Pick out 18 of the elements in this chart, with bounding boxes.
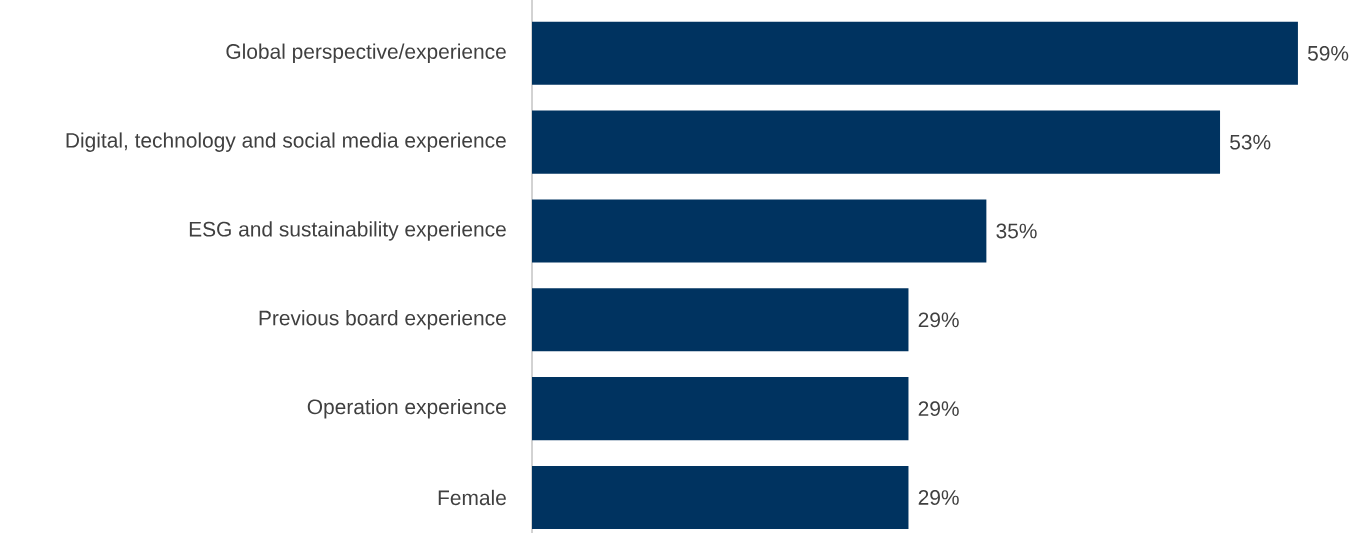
y-tick-label: Previous board experience bbox=[259, 310, 506, 330]
data-label: 29% bbox=[918, 401, 959, 417]
y-tick-label: Operation experience bbox=[307, 398, 506, 419]
bar bbox=[532, 21, 1298, 85]
bar bbox=[532, 110, 1221, 174]
data-label: 29% bbox=[918, 312, 959, 328]
data-label: 59% bbox=[1307, 45, 1349, 61]
bar bbox=[532, 377, 909, 441]
y-tick-label: Digital, technology and social media experience bbox=[66, 132, 506, 152]
bar bbox=[532, 199, 987, 263]
bar bbox=[532, 288, 909, 352]
data-label: 35% bbox=[996, 223, 1037, 239]
bar bbox=[532, 465, 909, 530]
y-tick-label: Female bbox=[438, 489, 506, 506]
y-tick-label: Global perspective/experience bbox=[226, 43, 506, 64]
y-tick-label: ESG and sustainability experience bbox=[189, 221, 506, 241]
data-label: 29% bbox=[918, 490, 959, 505]
data-label: 53% bbox=[1230, 134, 1271, 150]
